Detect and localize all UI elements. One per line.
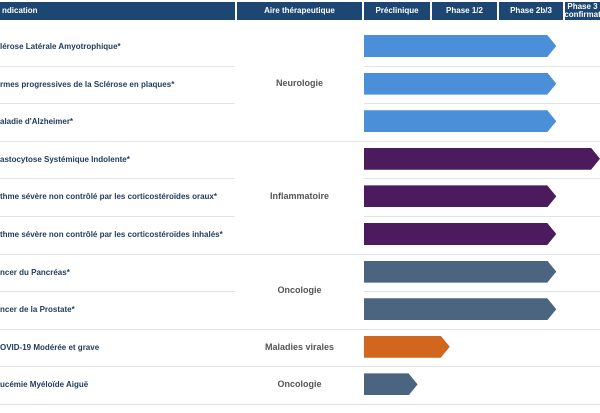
therapeutic-area-label: Oncologie: [277, 379, 322, 390]
progress-arrow: [364, 35, 556, 57]
therapeutic-area-label: Neurologie: [275, 78, 323, 89]
progress-arrow: [364, 73, 556, 95]
table-row: ucémie Myéloïde Aiguë: [0, 366, 600, 403]
header-1: Aire thérapeutique: [237, 2, 362, 20]
table-row: ncer de la Prostate*: [0, 291, 600, 328]
progress-arrow: [364, 373, 418, 395]
table-row: ncer du Pancréas*: [0, 254, 600, 291]
indication-label: ncer de la Prostate*: [0, 305, 75, 315]
indication-label: rmes progressives de la Sclérose en plaq…: [0, 79, 175, 89]
header-3: Phase 1/2: [432, 2, 497, 20]
table-row: thme sévère non contrôlé par les cortico…: [0, 216, 600, 253]
row-divider: [364, 103, 600, 105]
row-divider: [0, 65, 235, 67]
progress-arrow: [364, 223, 556, 245]
therapeutic-area-label: Maladies virales: [264, 341, 335, 352]
header-5: Phase 3 confirmat: [564, 2, 600, 20]
table-row: lérose Latérale Amyotrophique*: [0, 28, 600, 65]
row-divider: [0, 103, 235, 105]
progress-arrow: [364, 110, 556, 132]
progress-arrow: [364, 336, 450, 358]
indication-label: thme sévère non contrôlé par les cortico…: [0, 192, 217, 202]
row-divider: [364, 178, 600, 180]
row-divider: [364, 65, 600, 67]
indication-label: ncer du Pancréas*: [0, 267, 70, 277]
header-0: ndication: [0, 2, 235, 20]
row-divider: [0, 291, 235, 293]
row-divider: [0, 404, 600, 405]
indication-label: lérose Latérale Amyotrophique*: [0, 42, 121, 51]
table-row: astocytose Systémique Indolente*: [0, 141, 600, 178]
table-row: rmes progressives de la Sclérose en plaq…: [0, 66, 600, 103]
row-divider: [0, 253, 600, 255]
indication-label: OVID-19 Modérée et grave: [0, 342, 100, 352]
row-divider: [0, 216, 235, 217]
progress-arrow: [364, 261, 556, 283]
table-row: aladie d'Alzheimer*: [0, 103, 600, 140]
progress-arrow: [364, 148, 600, 170]
row-divider: [0, 328, 600, 330]
indication-label: astocytose Systémique Indolente*: [0, 154, 130, 164]
indication-label: aladie d'Alzheimer*: [0, 117, 74, 127]
progress-arrow: [364, 185, 556, 207]
therapeutic-area-label: Oncologie: [277, 285, 322, 296]
indication-label: thme sévère non contrôlé par les cortico…: [0, 230, 223, 239]
indication-label: ucémie Myéloïde Aiguë: [0, 380, 89, 390]
row-divider: [364, 216, 600, 217]
table-row: OVID-19 Modérée et grave: [0, 329, 600, 366]
row-divider: [364, 291, 600, 293]
progress-arrow: [364, 298, 556, 320]
row-divider: [0, 178, 235, 180]
therapeutic-area-label: Inflammatoire: [269, 191, 329, 202]
header-4: Phase 2b/3: [499, 2, 563, 20]
row-divider: [0, 140, 600, 142]
row-divider: [0, 366, 600, 368]
header-2: Préclinique: [364, 2, 430, 20]
table-row: thme sévère non contrôlé par les cortico…: [0, 178, 600, 215]
